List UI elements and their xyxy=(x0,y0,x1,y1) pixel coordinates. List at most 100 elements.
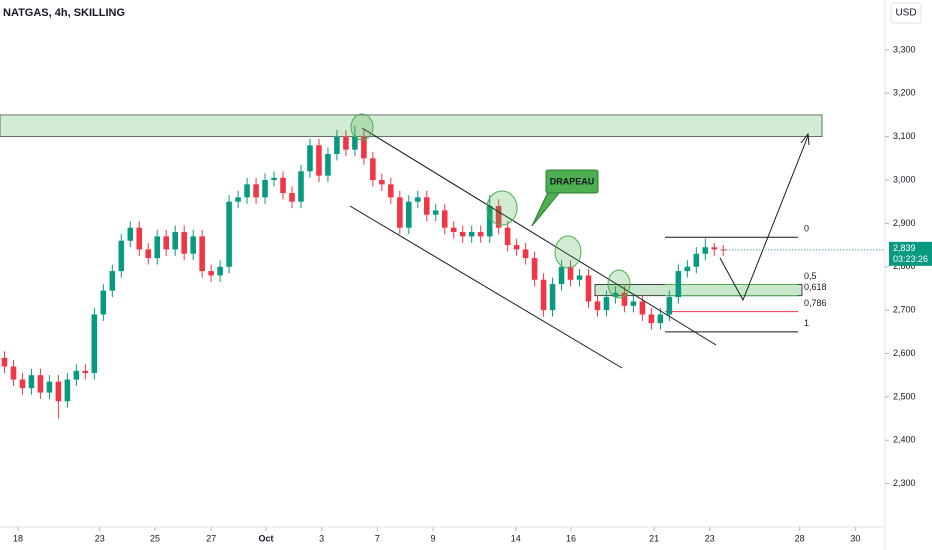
candle-body xyxy=(693,253,700,267)
candle-body xyxy=(280,177,286,194)
candle-body xyxy=(37,375,44,393)
candle-body xyxy=(621,292,628,306)
callout-text: DRAPEAU xyxy=(550,176,595,186)
candle-body xyxy=(109,271,116,291)
candle-body xyxy=(594,301,601,311)
y-tick-label: 2,500 xyxy=(893,391,916,401)
candle-body xyxy=(639,301,646,315)
callout-box xyxy=(545,169,599,194)
candle-body xyxy=(316,145,322,176)
resistance-zone xyxy=(0,114,823,137)
x-tick-label: 3 xyxy=(319,533,324,543)
x-tick-label: 30 xyxy=(850,533,860,543)
last-price-label: 2,839 xyxy=(893,243,916,253)
candle-body xyxy=(298,171,304,202)
candle-body xyxy=(630,301,637,306)
candle-body xyxy=(406,201,412,228)
fib-label: 0,618 xyxy=(804,282,827,292)
candle-body xyxy=(370,158,376,181)
candle-body xyxy=(612,292,619,298)
candles xyxy=(1,125,727,419)
currency[interactable]: USD xyxy=(895,8,916,19)
candle-body xyxy=(397,197,403,228)
candle-body xyxy=(28,375,35,389)
candle-body xyxy=(190,236,196,254)
candle-body xyxy=(307,145,313,172)
candle-body xyxy=(262,180,268,198)
candle-body xyxy=(181,232,187,254)
x-tick-label: 23 xyxy=(95,533,105,543)
candle-body xyxy=(540,279,547,311)
candle-body xyxy=(73,370,80,380)
x-tick-label: 21 xyxy=(649,533,659,543)
candle-body xyxy=(271,177,277,181)
currency-box[interactable] xyxy=(890,2,922,24)
candle-body xyxy=(172,232,178,250)
touch-circle xyxy=(607,269,631,299)
candle-body xyxy=(19,379,26,389)
candle-body xyxy=(432,210,439,215)
x-tick-label: 25 xyxy=(150,533,160,543)
candle-body xyxy=(549,284,556,311)
candle-body xyxy=(208,271,214,276)
candle-body xyxy=(423,197,430,215)
candle-body xyxy=(163,236,170,250)
candle-body xyxy=(136,227,143,250)
callout-pointer xyxy=(531,191,562,227)
projection-arrow xyxy=(719,135,809,302)
fib-label: 0 xyxy=(804,224,809,234)
candle-body xyxy=(379,180,385,185)
candle-body xyxy=(558,266,565,285)
candle-body xyxy=(343,136,349,150)
x-tick-label: 23 xyxy=(705,533,715,543)
candle-body xyxy=(702,247,709,254)
candle-body xyxy=(468,232,475,237)
candle-body xyxy=(603,297,610,311)
candle-body xyxy=(118,240,125,272)
y-tick-label: 2,800 xyxy=(893,261,916,271)
candle-body xyxy=(244,184,250,198)
y-tick-label: 2,300 xyxy=(893,478,916,488)
candle-body xyxy=(648,314,655,324)
touch-circle xyxy=(486,190,518,226)
y-tick-label: 3,000 xyxy=(893,174,916,184)
x-tick-label: 14 xyxy=(511,533,521,543)
candle-body xyxy=(666,297,673,315)
candle-body xyxy=(82,370,89,374)
candle-body xyxy=(504,227,511,246)
touch-circle xyxy=(554,235,582,269)
candle-body xyxy=(441,210,448,228)
y-tick-label: 2,700 xyxy=(893,305,916,315)
candle-body xyxy=(127,227,134,241)
candle-body xyxy=(576,275,583,280)
candle-body xyxy=(415,197,421,202)
candle-body xyxy=(531,258,538,280)
y-tick-label: 2,400 xyxy=(893,435,916,445)
candle-body xyxy=(154,236,161,259)
x-tick-label: 7 xyxy=(375,533,380,543)
candle-body xyxy=(450,227,457,233)
fib-label: 0,786 xyxy=(804,298,827,308)
candle-body xyxy=(10,366,17,380)
candle-body xyxy=(55,381,62,402)
fib-label: 0,5 xyxy=(804,271,817,281)
candle-body xyxy=(585,275,592,302)
arrow-head xyxy=(800,132,810,146)
candle-body xyxy=(235,197,241,202)
x-tick-label: Oct xyxy=(258,533,273,543)
candle-body xyxy=(100,290,107,315)
candle-body xyxy=(388,184,394,198)
y-tick-label: 3,200 xyxy=(893,88,916,98)
candle-body xyxy=(334,136,340,154)
candle-body xyxy=(325,153,331,176)
candle-body xyxy=(361,136,367,159)
x-tick-label: 27 xyxy=(206,533,216,543)
y-tick-label: 2,900 xyxy=(893,218,916,228)
fib-label: 1 xyxy=(804,318,809,328)
candle-body xyxy=(522,249,529,259)
candle-body xyxy=(711,247,718,250)
candle-body xyxy=(459,232,466,237)
y-tick-label: 2,600 xyxy=(893,348,916,358)
candle-body xyxy=(1,357,8,367)
